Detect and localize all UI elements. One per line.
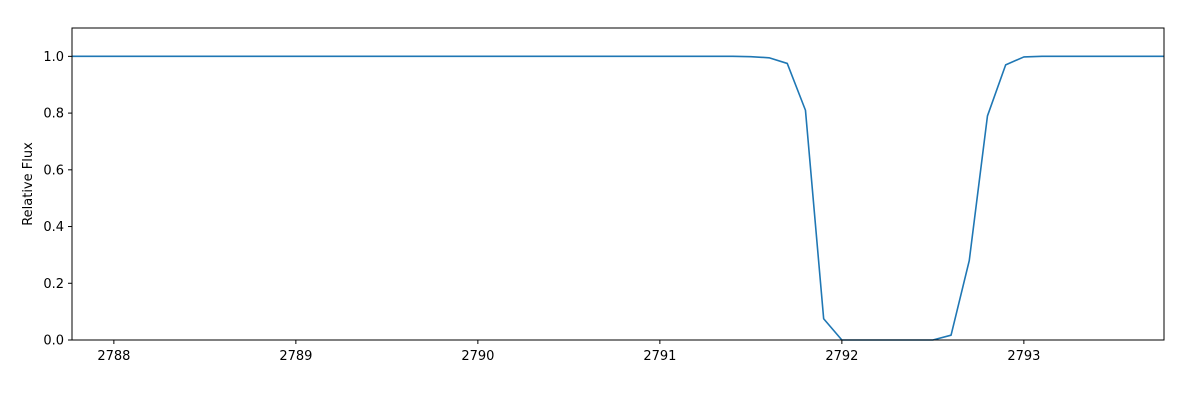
- y-tick-label: 0.8: [43, 107, 64, 122]
- y-tick-label: 0.6: [43, 163, 64, 178]
- y-axis-label: Relative Flux: [21, 142, 36, 226]
- y-tick-label: 0.0: [43, 334, 64, 349]
- x-tick-label: 2793: [1007, 349, 1040, 364]
- x-tick-label: 2792: [825, 349, 858, 364]
- y-tick-label: 0.4: [43, 220, 64, 235]
- y-tick-label: 0.2: [43, 277, 64, 292]
- plot-area: [72, 55, 1164, 341]
- y-axis: 0.0 0.2 0.4 0.6 0.8 1.0: [43, 50, 72, 349]
- x-tick-label: 2788: [97, 349, 130, 364]
- x-tick-label: 2791: [643, 349, 676, 364]
- x-tick-label: 2789: [279, 349, 312, 364]
- x-tick-label: 2790: [461, 349, 494, 364]
- flux-series-line: [72, 55, 1164, 341]
- y-tick-label: 1.0: [43, 50, 64, 65]
- plot-frame: [71, 27, 1165, 341]
- x-axis: 2788 2789 2790 2791 2792 2793: [97, 340, 1040, 364]
